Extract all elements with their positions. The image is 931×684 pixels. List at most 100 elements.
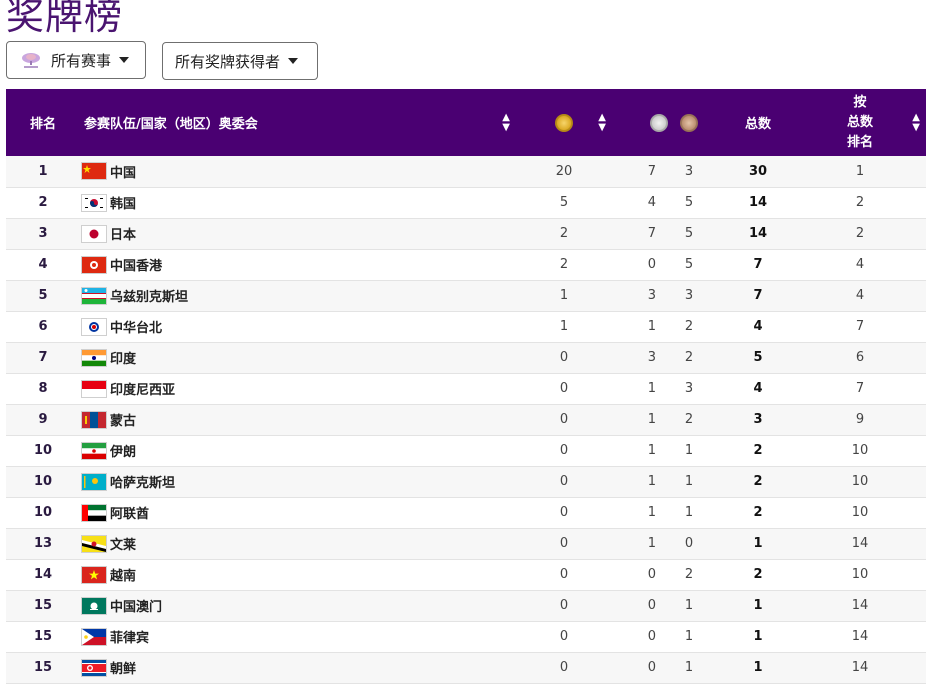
page-title: 奖牌榜 (6, 0, 124, 38)
gold-count-cell: 0 (559, 567, 569, 582)
gold-count-cell: 0 (559, 443, 569, 458)
hongkong-flag-icon (82, 256, 106, 273)
chevron-down-icon (119, 57, 130, 63)
gold-count-cell: 0 (559, 536, 569, 551)
team-name: 菲律宾 (110, 631, 150, 646)
rank-by-total-cell: 7 (855, 319, 865, 334)
team-cell[interactable]: 中国香港 (80, 249, 516, 280)
bronze-count-cell: 1 (684, 505, 694, 520)
bronze-count-cell: 5 (684, 226, 694, 241)
total-count-cell: 2 (753, 443, 763, 458)
total-count-cell: 1 (753, 629, 763, 644)
table-row: 5 乌兹别克斯坦 1 3 3 7 4 (6, 280, 926, 311)
rank-cell: 3 (38, 226, 48, 241)
bronze-count-cell: 2 (684, 350, 694, 365)
silver-count-cell: 4 (647, 195, 656, 210)
team-cell[interactable]: 印度尼西亚 (80, 373, 516, 404)
team-name: 哈萨克斯坦 (110, 476, 176, 491)
team-name: 蒙古 (110, 414, 137, 429)
rank-cell: 4 (38, 257, 48, 272)
gold-count-cell: 20 (555, 163, 573, 179)
total-count-cell: 7 (753, 288, 763, 303)
rank-by-total-header-line: 按 (853, 94, 867, 110)
bronze-count-cell: 5 (684, 257, 694, 272)
total-count-cell: 2 (753, 505, 763, 520)
indonesia-flag-icon (82, 380, 106, 397)
vietnam-flag-icon (82, 566, 106, 583)
rank-by-total-column-header[interactable]: 按 总数 排名 ▲ ▼ (794, 89, 926, 156)
table-header-row: 排名 参赛队伍/国家（地区）奥委会 ▲ ▼ ▲ ▼ 总数 按 (6, 89, 926, 156)
silver-count-cell: 0 (647, 629, 656, 644)
gold-count-cell: 0 (559, 629, 569, 644)
team-cell[interactable]: 乌兹别克斯坦 (80, 280, 516, 311)
team-cell[interactable]: 文莱 (80, 528, 516, 559)
gold-column-header[interactable]: ▲ ▼ (516, 89, 612, 156)
team-name: 朝鲜 (110, 662, 137, 677)
total-column-header[interactable]: 总数 (744, 117, 771, 132)
team-cell[interactable]: 日本 (80, 218, 516, 249)
gold-count-cell: 0 (559, 598, 569, 613)
silver-count-cell: 1 (647, 474, 656, 489)
team-cell[interactable]: 越南 (80, 559, 516, 590)
rank-cell: 14 (33, 567, 53, 582)
table-row: 15 菲律宾 0 0 1 1 14 (6, 621, 926, 652)
team-cell[interactable]: 蒙古 (80, 404, 516, 435)
table-row: 13 文莱 0 1 0 1 14 (6, 528, 926, 559)
team-cell[interactable]: 朝鲜 (80, 652, 516, 683)
rank-cell: 15 (33, 598, 53, 613)
team-name: 中国澳门 (110, 600, 163, 615)
team-cell[interactable]: 菲律宾 (80, 621, 516, 652)
team-cell[interactable]: 中国澳门 (80, 590, 516, 621)
silver-count-cell: 1 (647, 319, 656, 334)
rank-cell: 8 (38, 381, 48, 396)
silver-count-cell: 1 (647, 443, 656, 458)
team-name: 乌兹别克斯坦 (110, 290, 189, 305)
team-cell[interactable]: 阿联酋 (80, 497, 516, 528)
team-cell[interactable]: 韩国 (80, 187, 516, 218)
total-count-cell: 14 (748, 195, 768, 210)
team-name: 中国香港 (110, 259, 163, 274)
rank-by-total-cell: 10 (851, 505, 869, 520)
gold-count-cell: 0 (559, 412, 569, 427)
rank-cell: 9 (38, 412, 48, 427)
table-row: 10 伊朗 0 1 1 2 10 (6, 435, 926, 466)
team-cell[interactable]: 中国 (80, 156, 516, 187)
silver-count-cell: 7 (647, 226, 656, 241)
gold-count-cell: 5 (559, 195, 569, 210)
rank-by-total-cell: 4 (855, 257, 865, 272)
team-column-header[interactable]: 参赛队伍/国家（地区）奥委会 ▲ ▼ (80, 89, 516, 156)
rank-by-total-cell: 6 (855, 350, 865, 365)
team-cell[interactable]: 中华台北 (80, 311, 516, 342)
table-row: 2 韩国 5 4 5 14 2 (6, 187, 926, 218)
bronze-count-cell: 0 (684, 536, 694, 551)
rank-cell: 2 (38, 195, 48, 210)
total-count-cell: 3 (753, 412, 763, 427)
events-filter-dropdown[interactable]: 所有赛事 (6, 41, 146, 79)
table-row: 10 哈萨克斯坦 0 1 1 2 10 (6, 466, 926, 497)
team-cell[interactable]: 伊朗 (80, 435, 516, 466)
silver-count-cell: 1 (647, 536, 656, 551)
total-count-cell: 2 (753, 567, 763, 582)
table-row: 6 中华台北 1 1 2 4 7 (6, 311, 926, 342)
bronze-count-cell: 2 (684, 319, 694, 334)
silver-medal-icon (650, 113, 668, 132)
silver-count-cell: 0 (647, 567, 656, 582)
silver-column-header[interactable] (612, 89, 668, 156)
rank-by-total-cell: 14 (851, 660, 869, 675)
bronze-count-cell: 2 (684, 412, 694, 427)
gold-count-cell: 0 (559, 350, 569, 365)
sort-icon: ▲ ▼ (912, 111, 920, 133)
medalists-filter-dropdown[interactable]: 所有奖牌获得者 (162, 42, 318, 80)
team-cell[interactable]: 印度 (80, 342, 516, 373)
total-count-cell: 2 (753, 474, 763, 489)
gold-count-cell: 0 (559, 474, 569, 489)
total-count-cell: 1 (753, 536, 763, 551)
bronze-column-header[interactable] (656, 89, 722, 156)
rank-column-header[interactable]: 排名 (29, 117, 56, 132)
table-row: 10 阿联酋 0 1 1 2 10 (6, 497, 926, 528)
total-count-cell: 5 (753, 350, 763, 365)
table-row: 15 中国澳门 0 0 1 1 14 (6, 590, 926, 621)
team-name: 日本 (110, 228, 137, 243)
team-cell[interactable]: 哈萨克斯坦 (80, 466, 516, 497)
gold-count-cell: 0 (559, 505, 569, 520)
